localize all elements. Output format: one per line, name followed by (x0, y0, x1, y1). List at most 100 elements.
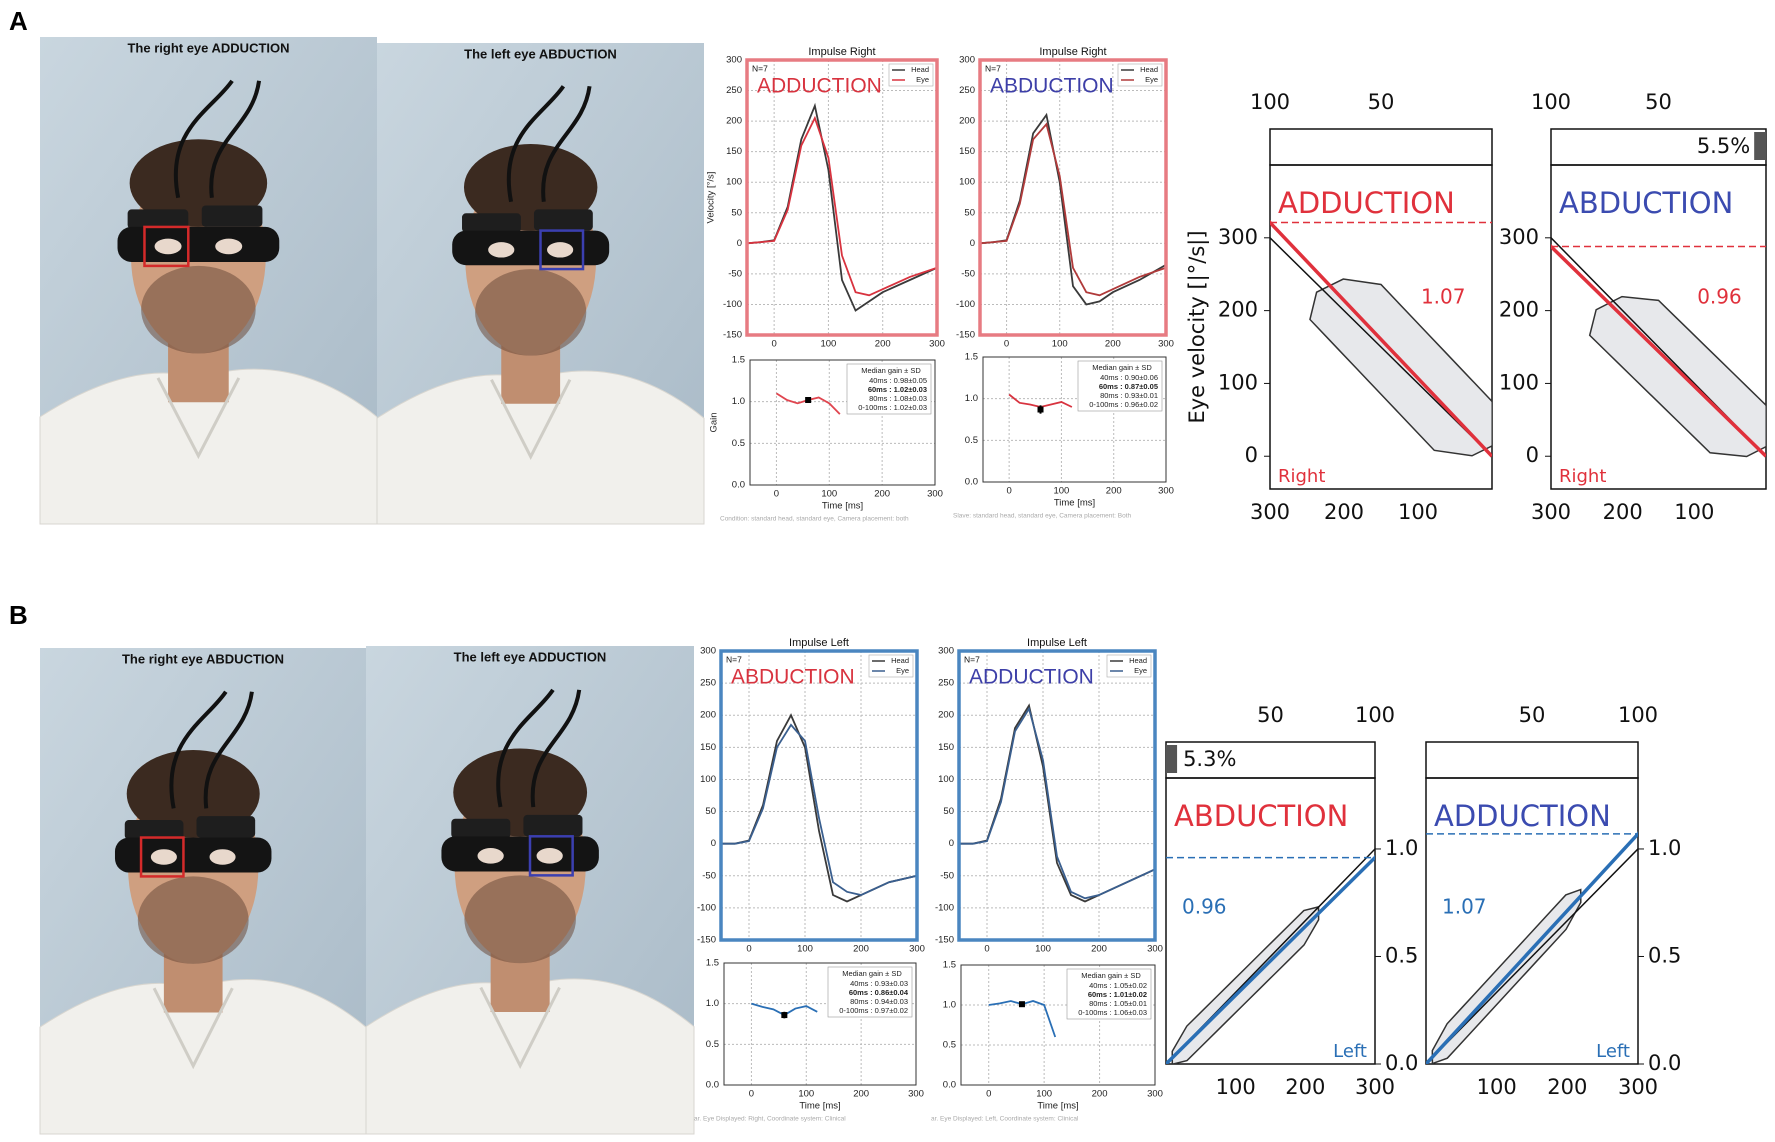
density-contour (1588, 295, 1766, 458)
goggles (114, 837, 272, 873)
trace (959, 706, 1156, 900)
x-tick-label: 300 (1618, 1075, 1658, 1099)
n-label: N=7 (726, 654, 742, 664)
y-tick-label: 200 (1218, 298, 1258, 322)
plot-title: Impulse Left (1027, 637, 1087, 649)
x-tick-label: 100 (1036, 1089, 1052, 1100)
eye (488, 242, 515, 258)
y-tick-label: 1.0 (732, 396, 745, 407)
cable (506, 85, 566, 203)
y-tick-label: 200 (1499, 298, 1539, 322)
y-tick-label: 300 (959, 55, 975, 66)
y-tick-label: 0.5 (943, 1040, 956, 1051)
x-tick-label: 100 (798, 1089, 814, 1100)
legend-label: Eye (1145, 75, 1158, 84)
y-tick-label: 0 (1526, 443, 1539, 467)
y-tick-label: 300 (700, 646, 716, 657)
y-tick-label: 0.5 (706, 1039, 719, 1050)
x-tick-label: 0 (774, 489, 779, 500)
collar (152, 987, 234, 1070)
y-tick-label: 300 (1499, 225, 1539, 249)
x-tick-label: 100 (820, 339, 836, 350)
y-tick-label: 0 (711, 838, 716, 849)
footer-note: ar. Eye Displayed: Left, Coordinate syst… (931, 1116, 1079, 1123)
trace (775, 392, 841, 415)
eye (150, 849, 177, 865)
legend-label: Eye (1134, 666, 1147, 675)
gain-label: 0.96 (1697, 285, 1742, 309)
hair (126, 750, 260, 838)
y-tick-label: 0.5 (1385, 943, 1418, 967)
y-tick-label: 150 (726, 146, 742, 157)
camera (127, 209, 189, 229)
gain-legend-box (846, 363, 932, 415)
histogram-strip (1425, 741, 1639, 779)
overlay-label: ADDUCTION (757, 75, 882, 98)
gain-frame (982, 356, 1167, 483)
top-tick-label: 100 (1355, 703, 1395, 727)
median-marker (1018, 1001, 1025, 1008)
y-tick-label: 100 (959, 177, 975, 188)
y-tick-label: 150 (959, 146, 975, 157)
photo-title: The left eye ADDUCTION (454, 649, 607, 664)
x-tick-label: 200 (1105, 339, 1121, 350)
top-tick-label: 100 (1531, 90, 1571, 114)
gain-legend-line: 40ms : 0.90±0.06 (1100, 373, 1158, 382)
y-tick-label: 0.0 (943, 1080, 956, 1091)
camera (196, 816, 256, 838)
photo-title: The left eye ABDUCTION (464, 46, 617, 61)
median-marker (1037, 406, 1044, 413)
gain-legend-line: 80ms : 1.05±0.01 (1089, 999, 1147, 1008)
gain-legend-title: Median gain ± SD (861, 366, 921, 375)
gain-legend-box (1077, 360, 1163, 412)
plot-frame (1550, 164, 1767, 490)
y-tick-label: 50 (731, 207, 742, 218)
trace (1008, 393, 1073, 408)
plot-area (1551, 237, 1766, 458)
y-tick-label: 100 (1218, 370, 1258, 394)
x-tick-label: 0 (1004, 339, 1009, 350)
photo-title: The right eye ADDUCTION (127, 40, 289, 55)
overlay-label: ADDUCTION (1434, 799, 1611, 833)
y-tick-label: 1.5 (706, 958, 719, 969)
histogram-label: 5.3% (1183, 747, 1236, 771)
panel-label: B (9, 600, 28, 630)
velocity-frame (978, 58, 1168, 337)
y-tick-label: 200 (959, 116, 975, 127)
y-tick-label: 0.0 (1648, 1051, 1681, 1075)
x-tick-label: 100 (1674, 500, 1714, 524)
y-tick-label: 0 (737, 238, 742, 249)
y-axis-label: Eye velocity [|°/s|] (1185, 230, 1210, 423)
y-tick-label: 1.5 (732, 355, 745, 366)
gain-legend-line: 60ms : 1.01±0.02 (1088, 990, 1147, 999)
gain-legend-line: 80ms : 0.93±0.01 (1100, 391, 1158, 400)
collar (156, 377, 241, 460)
footer-note: ar. Eye Displayed: Right, Coordinate sys… (694, 1116, 846, 1123)
x-tick-label: 0 (746, 944, 751, 955)
y-tick-label: -100 (723, 299, 742, 310)
top-tick-label: 50 (1257, 703, 1284, 727)
identity-line (1270, 237, 1492, 457)
goggles (441, 836, 599, 872)
y-tick-label: 50 (964, 207, 975, 218)
y-tick-label: -150 (935, 935, 954, 946)
y-tick-label: 1.0 (706, 998, 719, 1009)
plot-area (1270, 219, 1492, 458)
y-tick-label: -50 (728, 268, 742, 279)
gain-legend-box (1066, 968, 1152, 1020)
y-tick-label: 1.0 (943, 1000, 956, 1011)
y-tick-label: 0.0 (732, 480, 745, 491)
camera (124, 820, 184, 840)
plot-title: Impulse Right (808, 46, 875, 58)
velocity-frame (719, 649, 919, 942)
gain-legend-line: 0-100ms : 1.02±0.03 (858, 403, 927, 412)
cable (530, 689, 582, 808)
x-tick-label: 300 (909, 944, 925, 955)
overlay-label: ADDUCTION (969, 666, 1094, 689)
y-tick-label: 100 (1499, 370, 1539, 394)
legend-label: Head (891, 656, 909, 665)
legend-label: Eye (896, 666, 909, 675)
collar (490, 379, 572, 460)
trace (979, 122, 1167, 297)
